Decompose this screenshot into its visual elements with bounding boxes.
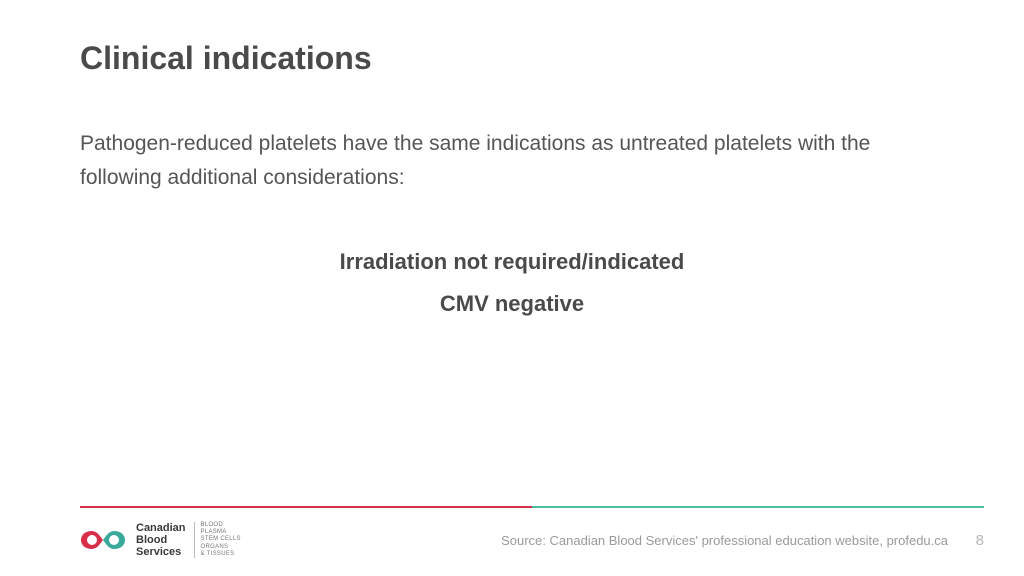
slide: Clinical indications Pathogen-reduced pl… bbox=[0, 0, 1024, 576]
logo-name: Canadian Blood Services bbox=[136, 522, 186, 558]
body-paragraph: Pathogen-reduced platelets have the same… bbox=[80, 127, 944, 194]
logo-tag-line1: BLOOD bbox=[201, 522, 241, 529]
cbs-logo: Canadian Blood Services BLOOD PLASMA STE… bbox=[80, 522, 241, 558]
logo-tag-line2: PLASMA bbox=[201, 529, 241, 536]
logo-tag-line5: & TISSUES bbox=[201, 551, 241, 558]
divider-segment-red bbox=[80, 506, 532, 508]
emphasis-line-2: CMV negative bbox=[80, 291, 944, 317]
emphasis-block: Irradiation not required/indicated CMV n… bbox=[80, 249, 944, 317]
logo-name-line3: Services bbox=[136, 546, 186, 558]
logo-tag-line4: ORGANS bbox=[201, 544, 241, 551]
page-number: 8 bbox=[968, 532, 984, 549]
footer-divider bbox=[80, 506, 984, 508]
slide-footer: Canadian Blood Services BLOOD PLASMA STE… bbox=[0, 506, 1024, 576]
source-citation: Source: Canadian Blood Services' profess… bbox=[501, 533, 948, 548]
logo-tag-line3: STEM CELLS bbox=[201, 536, 241, 543]
footer-row: Canadian Blood Services BLOOD PLASMA STE… bbox=[80, 520, 984, 560]
slide-title: Clinical indications bbox=[80, 40, 944, 77]
emphasis-line-1: Irradiation not required/indicated bbox=[80, 249, 944, 275]
infinity-icon bbox=[80, 527, 126, 553]
logo-tagline: BLOOD PLASMA STEM CELLS ORGANS & TISSUES bbox=[194, 522, 241, 558]
logo-name-line2: Blood bbox=[136, 534, 186, 546]
logo-text-block: Canadian Blood Services BLOOD PLASMA STE… bbox=[136, 522, 241, 558]
logo-name-line1: Canadian bbox=[136, 522, 186, 534]
divider-segment-green bbox=[532, 506, 984, 508]
